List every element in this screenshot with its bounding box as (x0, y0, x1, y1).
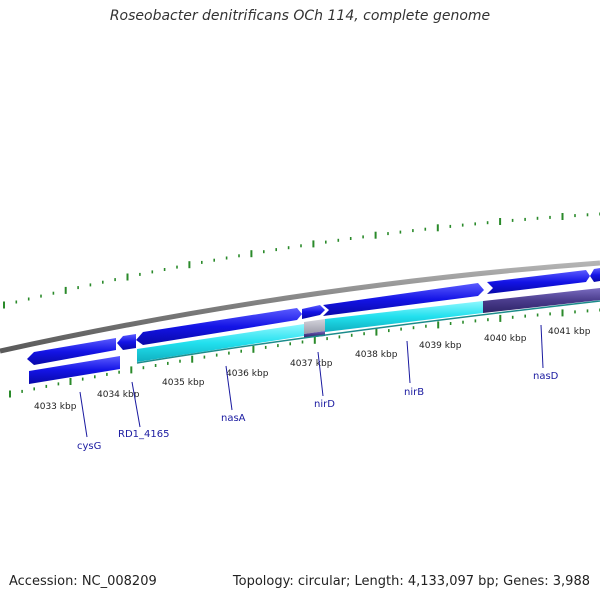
genome-summary-text: Topology: circular; Length: 4,133,097 bp… (232, 574, 590, 589)
inner-tick-ring (9, 308, 600, 398)
kbp-label: 4040 kbp (484, 334, 527, 344)
gene-arrow[interactable] (304, 319, 325, 334)
kbp-label: 4037 kbp (290, 359, 333, 369)
gene-label-nird[interactable]: nirD (314, 399, 335, 410)
gene-arrow[interactable] (483, 288, 600, 313)
kbp-labels: 4033 kbp 4034 kbp 4035 kbp 4036 kbp 4037… (34, 327, 591, 412)
kbp-label: 4033 kbp (34, 402, 77, 412)
genome-backbone (0, 260, 600, 354)
strand-line (136, 300, 600, 364)
kbp-label: 4041 kbp (548, 327, 591, 337)
gene-arrow[interactable] (590, 268, 600, 282)
gene-arrow[interactable] (323, 283, 484, 316)
gene-arrow[interactable] (487, 270, 590, 294)
gene-label-nasa[interactable]: nasA (221, 413, 246, 424)
gene-labels: cysG RD1_4165 nasA nirD nirB nasD (77, 371, 559, 452)
gene-arrow[interactable] (117, 334, 136, 350)
gene-arrow[interactable] (302, 305, 325, 319)
gene-label-cysg[interactable]: cysG (77, 441, 101, 452)
gene-arrow[interactable] (137, 324, 304, 362)
gene-arrow[interactable] (136, 308, 302, 345)
gene-label-nasd[interactable]: nasD (533, 371, 559, 382)
gene-arrow[interactable] (29, 356, 120, 384)
kbp-label: 4038 kbp (355, 350, 398, 360)
gene-arrow[interactable] (325, 301, 483, 332)
kbp-label: 4036 kbp (226, 369, 269, 379)
gene-label-rd1-4165[interactable]: RD1_4165 (118, 429, 169, 440)
kbp-label: 4035 kbp (162, 378, 205, 388)
accession-text: Accession: NC_008209 (9, 574, 157, 589)
outer-tick-ring (3, 212, 600, 309)
map-title: Roseobacter denitrificans OCh 114, compl… (109, 8, 491, 24)
gene-label-leaders (79, 324, 544, 438)
kbp-label: 4039 kbp (419, 341, 462, 351)
gene-label-nirb[interactable]: nirB (404, 387, 424, 398)
kbp-label: 4034 kbp (97, 390, 140, 400)
gene-arrow[interactable] (27, 338, 116, 365)
